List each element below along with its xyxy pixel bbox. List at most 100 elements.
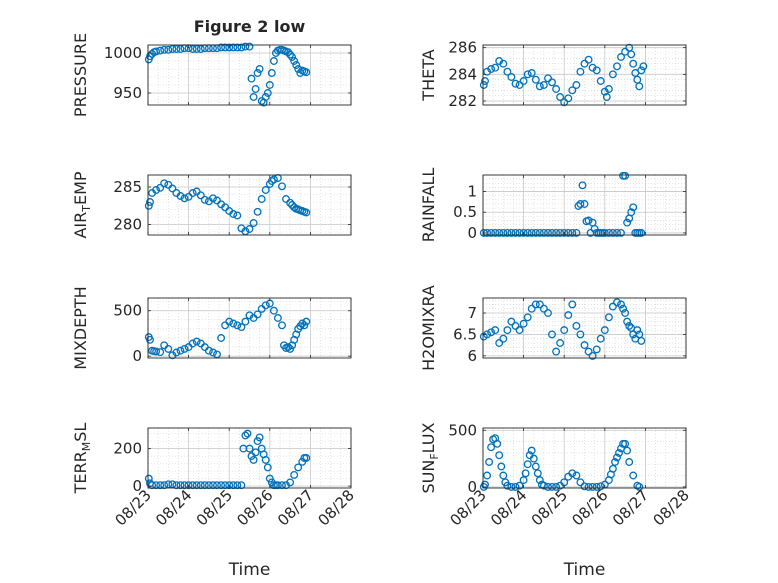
data-point — [487, 328, 496, 337]
data-point — [621, 309, 630, 317]
data-point — [148, 49, 157, 58]
data-point — [200, 481, 209, 490]
data-point — [278, 321, 286, 330]
panel-rainfall: 0 0.5 1 RAINFALL — [419, 168, 687, 242]
data-point — [596, 334, 605, 343]
grid-sun-flux — [482, 428, 687, 488]
y-tick-label: 285 — [113, 178, 142, 196]
data-point — [527, 228, 536, 237]
data-point — [160, 481, 169, 490]
data-point — [233, 481, 242, 490]
data-point — [269, 175, 278, 184]
data-point — [217, 481, 226, 490]
data-point — [237, 43, 246, 52]
data-point — [267, 69, 276, 77]
data-point — [511, 228, 520, 237]
data-point — [249, 93, 258, 101]
data-point — [229, 481, 238, 490]
data-point — [481, 77, 489, 85]
data-point — [176, 481, 185, 490]
data-point — [225, 481, 234, 490]
data-point — [588, 351, 597, 360]
data-point — [192, 337, 201, 346]
data-point — [152, 347, 161, 356]
data-point — [265, 81, 274, 89]
data-point — [523, 228, 532, 237]
y-tick-label: 950 — [113, 84, 142, 102]
data-point — [627, 208, 636, 217]
data-point — [229, 43, 238, 52]
data-point — [146, 335, 154, 344]
data-point — [608, 228, 617, 237]
data-point — [493, 439, 502, 448]
data-point — [633, 326, 642, 335]
data-point — [263, 463, 272, 472]
panel-pressure: 950 1000 PRESSURE — [71, 33, 352, 117]
data-point — [483, 471, 492, 480]
data-point — [146, 198, 154, 206]
axes-box-sun-flux — [482, 427, 687, 489]
data-point — [233, 211, 242, 220]
data-point — [539, 81, 548, 89]
data-point — [580, 59, 589, 68]
data-point — [576, 478, 585, 487]
data-point — [196, 45, 205, 53]
data-point — [168, 184, 177, 193]
data-point — [180, 481, 189, 490]
data-point — [217, 43, 226, 52]
data-point — [533, 469, 542, 478]
data-point — [487, 65, 496, 73]
axes-box-pressure — [147, 44, 352, 106]
series-theta — [479, 43, 648, 107]
y-axis-label-air-temp: AIRTEMP — [71, 171, 93, 238]
data-point — [257, 195, 266, 203]
data-point — [529, 454, 538, 463]
data-point — [188, 189, 197, 197]
axes-box-air-temp — [147, 174, 352, 236]
data-point — [491, 326, 500, 335]
panel-air-temp: 280 285 AIRTEMP — [71, 171, 352, 239]
data-point — [600, 228, 609, 237]
grid-pressure — [147, 44, 352, 105]
y-tick-label: 0 — [467, 478, 477, 496]
data-point — [521, 469, 530, 478]
data-point — [192, 481, 201, 490]
data-point — [627, 50, 636, 59]
data-point — [209, 348, 217, 357]
data-point — [572, 471, 581, 480]
panel-theta: 282 284 286 THETA — [419, 39, 687, 110]
data-point — [544, 228, 552, 237]
data-point — [548, 78, 556, 87]
y-axis-label-theta: THETA — [419, 49, 438, 101]
data-point — [225, 317, 234, 326]
data-point — [152, 47, 161, 56]
data-point — [176, 346, 185, 355]
data-point — [261, 186, 270, 194]
data-point — [497, 462, 506, 471]
data-point — [608, 70, 617, 79]
data-point — [269, 57, 278, 65]
data-point — [499, 59, 508, 68]
data-point — [290, 203, 299, 212]
data-point — [519, 228, 528, 237]
data-point — [576, 67, 585, 76]
data-point — [515, 228, 524, 237]
data-point — [487, 228, 496, 237]
data-point — [531, 462, 540, 471]
data-point — [298, 319, 307, 328]
data-point — [507, 228, 516, 237]
data-point — [257, 97, 266, 105]
data-point — [576, 200, 585, 208]
data-point — [515, 481, 524, 490]
data-point — [243, 429, 252, 438]
data-point — [560, 326, 569, 335]
data-point — [233, 43, 242, 52]
data-point — [617, 228, 625, 237]
data-point — [499, 334, 508, 343]
data-point — [499, 471, 508, 480]
data-point — [261, 93, 270, 101]
data-point — [544, 74, 552, 83]
data-point — [584, 482, 593, 491]
data-point — [221, 481, 230, 490]
